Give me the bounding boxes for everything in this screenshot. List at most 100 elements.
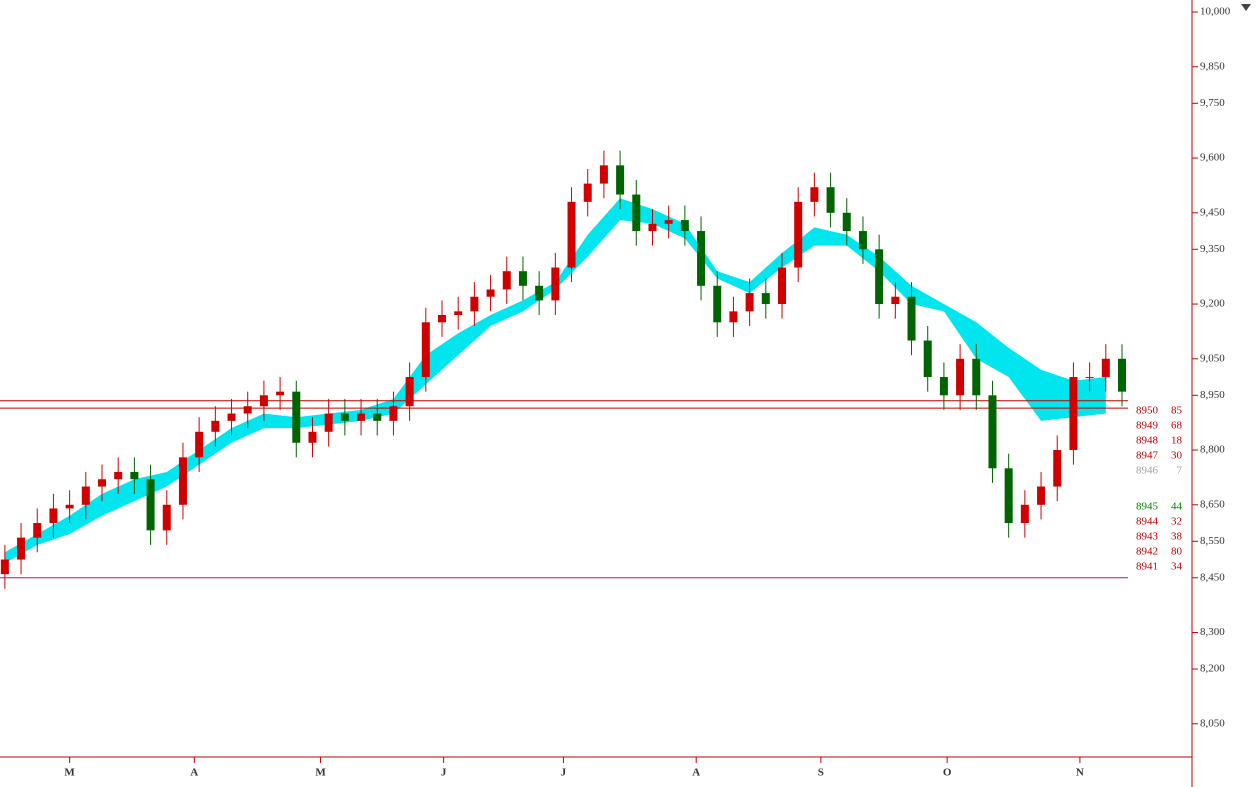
- ladder-price: 8943: [1136, 531, 1159, 543]
- candle-body: [729, 311, 738, 323]
- y-tick-label: 9,200: [1200, 298, 1225, 310]
- ladder-size: 32: [1171, 516, 1182, 528]
- x-tick-label: J: [441, 767, 447, 779]
- candle-body: [551, 267, 560, 301]
- candle-body: [33, 523, 42, 538]
- candle-body: [680, 220, 689, 232]
- y-tick-label: 9,050: [1200, 352, 1225, 364]
- ladder-size: 80: [1171, 546, 1183, 558]
- candle-body: [227, 413, 236, 421]
- ladder-size: 7: [1177, 465, 1183, 477]
- x-tick-label: J: [561, 767, 567, 779]
- candle-body: [421, 322, 430, 378]
- ladder-price: 8946: [1136, 465, 1159, 477]
- candle-body: [470, 296, 479, 312]
- y-tick-label: 9,750: [1200, 97, 1225, 109]
- candle-body: [389, 406, 398, 421]
- candle-body: [518, 271, 527, 286]
- y-tick-label: 8,950: [1200, 389, 1225, 401]
- y-tick-label: 8,550: [1200, 535, 1225, 547]
- candle-body: [502, 271, 511, 290]
- ladder-price: 8948: [1136, 435, 1159, 447]
- candle-body: [1004, 468, 1013, 524]
- menu-arrow[interactable]: [1241, 4, 1251, 11]
- candle-body: [761, 293, 770, 305]
- y-tick-label: 8,300: [1200, 626, 1225, 638]
- candle-body: [745, 293, 754, 312]
- candle-body: [178, 457, 187, 505]
- y-tick-label: 8,200: [1200, 663, 1225, 675]
- candle-body: [162, 504, 171, 531]
- ladder-size: 85: [1171, 405, 1183, 417]
- candle-body: [1020, 504, 1029, 524]
- candle-body: [583, 183, 592, 202]
- y-tick-label: 9,600: [1200, 152, 1225, 164]
- candle-body: [65, 504, 74, 509]
- candle-body: [858, 231, 867, 250]
- candle-body: [211, 420, 220, 432]
- candle-body: [308, 431, 317, 443]
- y-tick-label: 9,350: [1200, 243, 1225, 255]
- candle-body: [778, 267, 786, 305]
- candle-body: [1085, 377, 1094, 379]
- candle-body: [923, 340, 932, 378]
- candle-body: [697, 231, 706, 286]
- x-tick-label: M: [315, 767, 326, 779]
- candle-body: [842, 212, 851, 232]
- y-tick-label: 8,050: [1200, 717, 1225, 729]
- candle-body: [648, 223, 657, 232]
- ladder-size: 68: [1171, 420, 1183, 432]
- candle-body: [0, 559, 9, 575]
- candle-body: [438, 314, 446, 323]
- candle-body: [972, 358, 981, 396]
- x-tick-label: O: [943, 767, 952, 779]
- candle-body: [276, 391, 285, 396]
- x-tick-label: M: [64, 767, 75, 779]
- candle-body: [373, 413, 382, 421]
- candle-body: [130, 471, 139, 480]
- candle-body: [195, 431, 204, 458]
- candle-body: [486, 289, 495, 297]
- candle-body: [988, 395, 997, 469]
- candle-body: [907, 296, 916, 341]
- y-tick-label: 8,450: [1200, 571, 1225, 583]
- candle-body: [794, 201, 803, 268]
- candle-body: [1069, 377, 1078, 451]
- candle-body: [939, 377, 948, 396]
- candle-body: [664, 220, 673, 224]
- candle-body: [616, 165, 625, 195]
- ladder-size: 44: [1171, 501, 1183, 513]
- candle-body: [567, 201, 576, 268]
- x-tick-label: A: [190, 767, 198, 779]
- candle-body: [17, 537, 26, 560]
- ladder-price: 8950: [1136, 405, 1159, 417]
- candle-body: [891, 296, 900, 305]
- x-tick-label: N: [1076, 767, 1084, 779]
- ladder-size: 18: [1171, 435, 1183, 447]
- candle-body: [98, 479, 106, 487]
- candle-body: [243, 406, 252, 414]
- candle-body: [292, 391, 301, 443]
- ladder-price: 8941: [1136, 561, 1158, 573]
- ladder-price: 8949: [1136, 420, 1159, 432]
- ladder-price: 8944: [1136, 516, 1159, 528]
- candle-body: [599, 165, 608, 184]
- ladder-price: 8947: [1136, 450, 1159, 462]
- candle-body: [810, 187, 819, 202]
- candle-body: [875, 249, 884, 305]
- candle-body: [1053, 450, 1062, 487]
- candle-body: [324, 413, 333, 432]
- candle-body: [956, 358, 965, 396]
- y-tick-label: 9,850: [1200, 60, 1225, 72]
- y-tick-label: 9,450: [1200, 206, 1225, 218]
- candle-body: [81, 486, 90, 505]
- candle-body: [146, 479, 155, 531]
- y-tick-label: 8,650: [1200, 498, 1225, 510]
- ladder-price: 8945: [1136, 501, 1159, 513]
- candle-body: [49, 508, 58, 524]
- ladder-size: 30: [1171, 450, 1183, 462]
- candle-body: [632, 194, 641, 232]
- candle-body: [357, 413, 366, 421]
- ladder-price: 8942: [1136, 546, 1158, 558]
